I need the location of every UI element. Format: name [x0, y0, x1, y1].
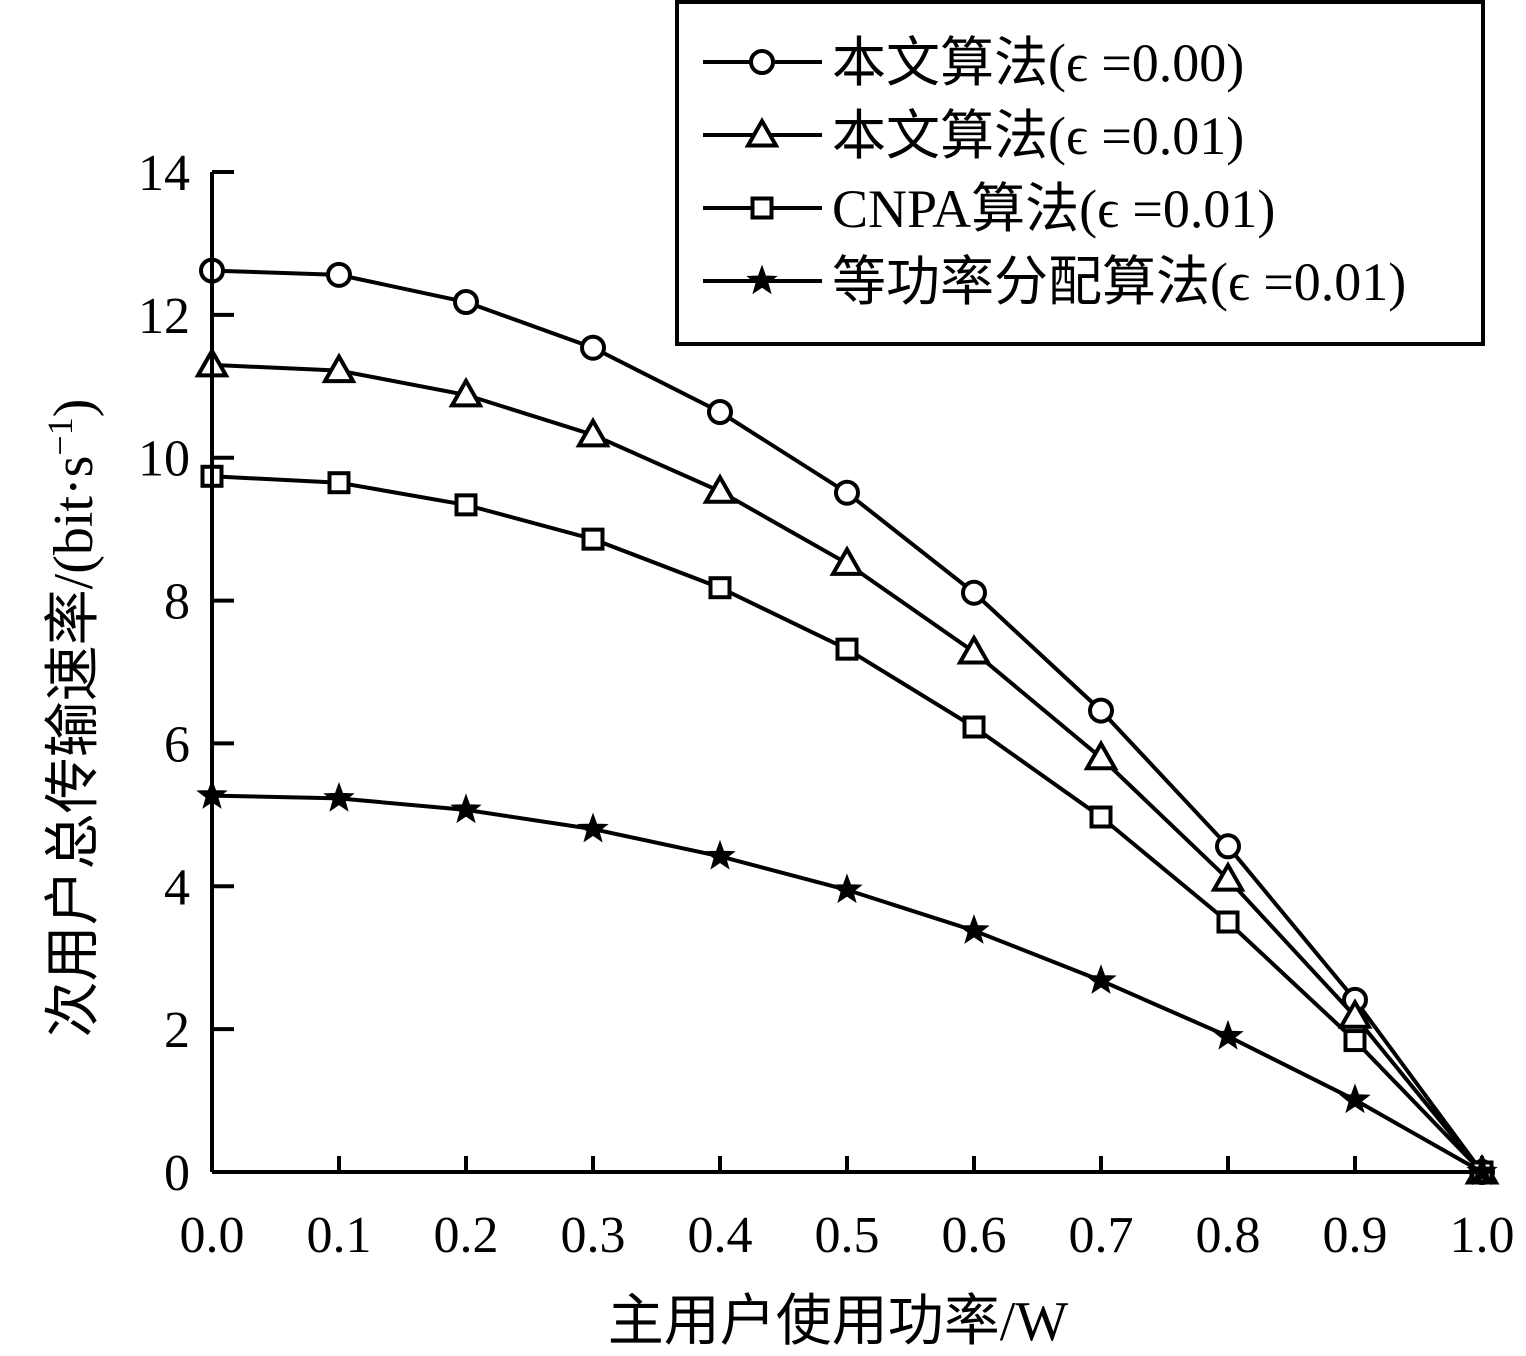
data-point-circle	[453, 289, 479, 315]
legend-label: 本文算法(ϵ =0.01)	[832, 106, 1244, 166]
legend-marker-star	[746, 264, 778, 295]
y-axis-title-superscript: −1	[40, 417, 80, 455]
data-point-square	[835, 637, 859, 661]
data-point-circle	[961, 579, 987, 606]
data-point-square	[327, 471, 351, 495]
y-axis-title-close: )	[43, 399, 105, 418]
x-tick-label: 0.5	[815, 1207, 880, 1264]
x-axis-title: 主用户使用功率/W	[608, 1291, 1069, 1353]
x-tick-label: 0.4	[688, 1207, 753, 1264]
data-point-triangle	[1210, 861, 1246, 892]
x-tick-label: 0.8	[1196, 1207, 1261, 1264]
data-point-star	[323, 781, 355, 812]
data-point-triangle	[702, 473, 738, 504]
data-point-circle	[580, 334, 606, 361]
legend-label: 本文算法(ϵ =0.00)	[832, 33, 1244, 93]
data-point-square	[1216, 910, 1240, 934]
y-tick-label: 6	[164, 716, 190, 773]
data-point-circle	[834, 479, 860, 506]
plot-area	[194, 257, 1500, 1186]
data-point-circle	[707, 399, 733, 425]
data-point-star	[704, 839, 736, 870]
data-point-star	[831, 873, 863, 904]
series-square	[200, 464, 1494, 1184]
y-tick-label: 12	[138, 288, 190, 345]
x-tick-label: 0.7	[1069, 1207, 1134, 1264]
legend-label: 等功率分配算法(ϵ =0.01)	[832, 252, 1406, 312]
y-tick-label: 10	[138, 431, 190, 488]
legend-item-square: CNPA算法(ϵ =0.01)	[703, 179, 1275, 239]
data-point-circle	[1215, 833, 1241, 860]
series-line-circle	[211, 268, 1484, 1174]
data-point-star	[1085, 964, 1117, 994]
x-tick-label: 0.9	[1323, 1207, 1388, 1264]
x-tick-label: 0.3	[561, 1207, 626, 1264]
x-tick-label: 0.0	[180, 1207, 245, 1264]
data-point-star	[1212, 1019, 1244, 1050]
legend-box	[675, 0, 1485, 346]
legend: 本文算法(ϵ =0.00) 本文算法(ϵ =0.01) CNPA算法(ϵ =0.01…	[675, 0, 1485, 346]
data-point-triangle	[829, 545, 865, 576]
data-point-circle	[326, 261, 352, 288]
series-star	[196, 779, 1498, 1186]
legend-label: CNPA算法(ϵ =0.01)	[832, 179, 1275, 239]
data-point-triangle	[448, 376, 484, 408]
data-point-square	[708, 576, 732, 600]
legend-marker-circle	[749, 49, 775, 75]
data-point-triangle	[1337, 998, 1373, 1029]
data-point-square	[962, 715, 986, 739]
x-tick-label: 1.0	[1450, 1207, 1515, 1264]
legend-item-star: 等功率分配算法(ϵ =0.01)	[703, 252, 1406, 312]
y-tick-label: 2	[164, 1002, 190, 1059]
data-point-triangle	[1083, 739, 1119, 771]
legend-marker-square	[750, 196, 774, 220]
y-tick-label: 4	[164, 859, 190, 916]
data-point-circle	[1088, 697, 1114, 724]
data-point-triangle	[575, 416, 611, 448]
legend-item-triangle: 本文算法(ϵ =0.01)	[703, 106, 1244, 166]
data-point-square	[1343, 1029, 1367, 1053]
y-tick-label: 8	[164, 574, 190, 631]
data-point-triangle	[321, 352, 357, 384]
x-tick-label: 0.2	[434, 1207, 499, 1264]
data-point-star	[450, 793, 482, 824]
legend-item-circle: 本文算法(ϵ =0.00)	[703, 33, 1244, 93]
data-point-square	[1089, 805, 1113, 829]
y-axis-title-main: 次用户总传输速率/(bit·s	[43, 456, 105, 1038]
y-axis-title: 次用户总传输速率/(bit·s−1)	[40, 399, 105, 1038]
x-tick-label: 0.1	[307, 1207, 372, 1264]
data-point-square	[454, 493, 478, 517]
data-point-triangle	[956, 633, 992, 665]
y-tick-label: 0	[164, 1145, 190, 1202]
legend-marker-triangle	[744, 116, 780, 148]
data-point-square	[581, 527, 605, 551]
x-tick-label: 0.6	[942, 1207, 1007, 1264]
series-circle	[199, 257, 1495, 1185]
axes: 0.0 0.1 0.2 0.3 0.4 0.5 0.6 0.7 0.8 0.9 1.0 0 2 4 6 8 10…	[138, 145, 1515, 1264]
data-point-star	[1339, 1083, 1371, 1114]
data-point-star	[577, 812, 609, 843]
series-triangle	[194, 346, 1500, 1185]
data-point-star	[958, 914, 990, 944]
y-tick-label: 14	[138, 145, 190, 202]
